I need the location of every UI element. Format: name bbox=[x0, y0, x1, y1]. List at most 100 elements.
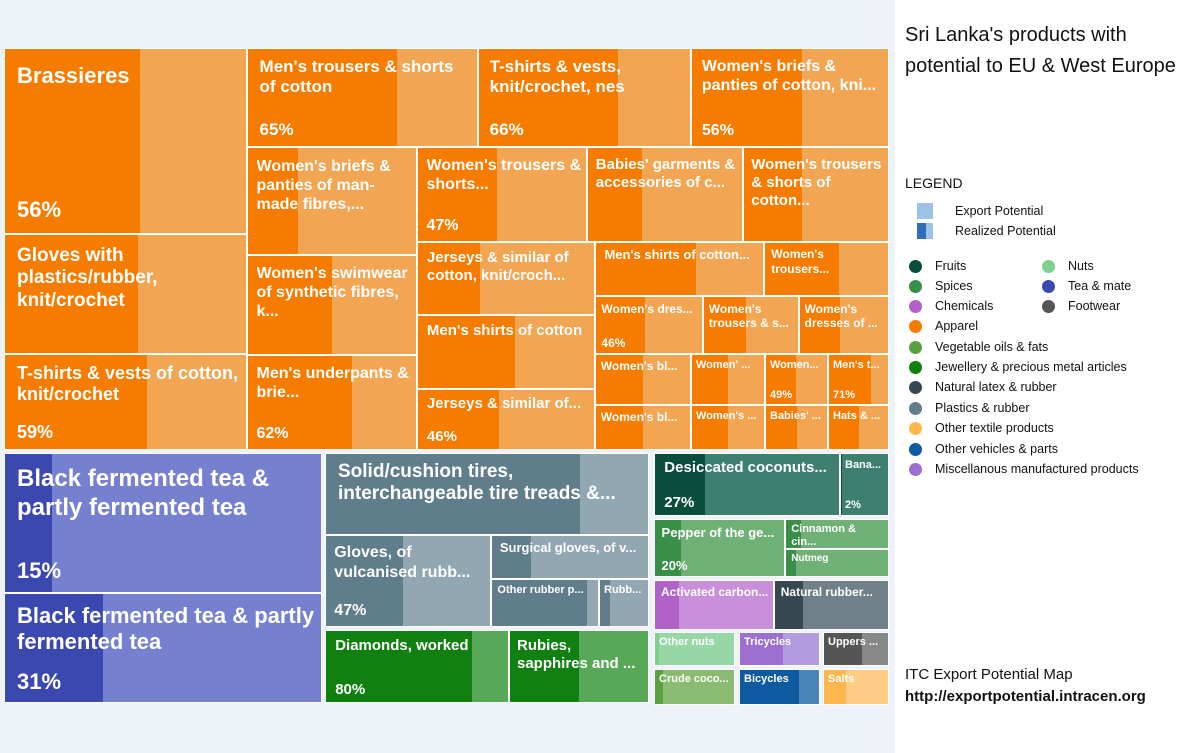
treemap-tile[interactable]: Pepper of the ge... 20% bbox=[654, 519, 785, 577]
source-url[interactable]: http://exportpotential.intracen.org bbox=[905, 688, 1146, 705]
legend-label: Nuts bbox=[1068, 259, 1094, 273]
treemap-tile[interactable]: Gloves, of vulcanised rubb... 47% bbox=[325, 535, 491, 627]
treemap-tile[interactable]: Babies' ... bbox=[765, 405, 828, 450]
tile-label: Uppers ... bbox=[828, 636, 879, 648]
legend-label: Other vehicles & parts bbox=[935, 442, 1058, 456]
treemap-tile[interactable]: Solid/cushion tires, interchangeable tir… bbox=[325, 453, 649, 535]
tile-label: Women's ... bbox=[696, 409, 757, 422]
treemap-tile[interactable]: Other nuts bbox=[654, 632, 735, 666]
realized-bar bbox=[655, 670, 663, 704]
treemap-tile[interactable]: T-shirts & vests, knit/crochet, nes 66% bbox=[478, 48, 691, 147]
tile-label: Women' ... bbox=[696, 359, 751, 372]
realized-bar bbox=[655, 633, 659, 665]
treemap-tile[interactable]: Women's swimwear of synthetic fibres, k.… bbox=[247, 255, 417, 355]
tile-label: Bana... bbox=[845, 459, 882, 472]
legend-dot bbox=[909, 320, 922, 333]
treemap-tile[interactable]: Rubb... bbox=[599, 579, 649, 627]
chart-title: Sri Lanka's products with potential to E… bbox=[905, 24, 1176, 77]
treemap-tile[interactable]: Women's ... bbox=[691, 405, 765, 450]
realized-bar bbox=[704, 297, 747, 353]
legend-dot bbox=[909, 260, 922, 273]
treemap-tile[interactable]: Women' ... bbox=[691, 354, 765, 405]
treemap-tile[interactable]: Jerseys & similar of... 46% bbox=[417, 389, 595, 450]
source-label: ITC Export Potential Map bbox=[905, 666, 1073, 683]
realized-bar bbox=[786, 520, 802, 548]
tile-label: Women's dres... bbox=[601, 301, 693, 316]
treemap-tile[interactable]: Rubies, sapphires and ... bbox=[509, 630, 649, 703]
treemap-tile[interactable]: Natural rubber... bbox=[774, 580, 889, 630]
tile-label: Women's trousers & shorts... bbox=[426, 156, 582, 193]
realized-bar bbox=[510, 631, 579, 702]
treemap: Brassieres 56% Men's trousers & shorts of … bbox=[4, 48, 889, 705]
treemap-tile[interactable]: Jerseys & similar of cotton, knit/croch.… bbox=[417, 242, 595, 315]
tile-label: Rubb... bbox=[604, 583, 642, 596]
tile-label: Natural rubber... bbox=[780, 585, 873, 599]
treemap-tile[interactable]: Men's shirts of cotton... bbox=[595, 242, 764, 296]
realized-bar bbox=[692, 49, 802, 146]
treemap-tile[interactable]: Desiccated coconuts... 27% bbox=[654, 453, 840, 516]
treemap-tile[interactable]: Men's shirts of cotton bbox=[417, 315, 595, 389]
treemap-tile[interactable]: Black fermented tea & partly fermented t… bbox=[4, 593, 322, 703]
treemap-tile[interactable]: Black fermented tea & partly fermented t… bbox=[4, 453, 322, 593]
realized-bar bbox=[829, 406, 859, 449]
treemap-tile[interactable]: Diamonds, worked 80% bbox=[325, 630, 509, 703]
realized-bar bbox=[800, 297, 840, 353]
tile-label: Cinnamon & cin... bbox=[791, 523, 856, 548]
treemap-tile[interactable]: Men's underpants & brie... 62% bbox=[247, 355, 417, 450]
tile-percentage: 65% bbox=[259, 120, 294, 140]
legend-dot bbox=[909, 402, 922, 415]
treemap-tile[interactable]: Women's trousers & s... bbox=[703, 296, 799, 354]
legend-dot bbox=[909, 443, 922, 456]
treemap-tile[interactable]: Women's trousers & shorts... 47% bbox=[417, 147, 587, 242]
treemap-tile[interactable]: Cinnamon & cin... bbox=[785, 519, 889, 549]
treemap-tile[interactable]: Men's trousers & shorts of cotton 65% bbox=[247, 48, 478, 147]
treemap-tile[interactable]: Women's briefs & panties of man-made fib… bbox=[247, 147, 417, 255]
treemap-tile[interactable]: Gloves with plastics/rubber, knit/croche… bbox=[4, 234, 247, 354]
treemap-tile[interactable]: Women's trousers... bbox=[764, 242, 889, 296]
treemap-tile[interactable]: Women's dres... 46% bbox=[595, 296, 703, 354]
tile-percentage: 27% bbox=[664, 494, 695, 512]
tile-percentage: 56% bbox=[17, 197, 62, 222]
realized-bar bbox=[5, 594, 103, 702]
tile-percentage: 56% bbox=[701, 122, 734, 140]
legend-label: Vegetable oils & fats bbox=[935, 340, 1049, 354]
realized-potential-swatch bbox=[917, 223, 933, 239]
realized-bar bbox=[418, 243, 480, 314]
treemap-tile[interactable]: Crude coco... bbox=[654, 669, 735, 705]
treemap-tile[interactable]: Women's dresses of ... bbox=[799, 296, 889, 354]
legend-label: Chemicals bbox=[935, 299, 994, 313]
treemap-tile[interactable]: Other rubber p... bbox=[491, 579, 599, 627]
realized-bar bbox=[824, 633, 863, 665]
treemap-tile[interactable]: Salts bbox=[823, 669, 889, 705]
tile-percentage: 46% bbox=[426, 428, 457, 446]
treemap-tile[interactable]: Nutmeg bbox=[785, 549, 889, 577]
treemap-tile[interactable]: Hats & ... bbox=[828, 405, 889, 450]
treemap-tile[interactable]: T-shirts & vests of cotton, knit/crochet… bbox=[4, 354, 247, 450]
treemap-tile[interactable]: Surgical gloves, of v... bbox=[491, 535, 649, 579]
treemap-tile[interactable]: Men's t... 71% bbox=[828, 354, 889, 405]
treemap-tile[interactable]: Women... 49% bbox=[765, 354, 828, 405]
treemap-tile[interactable]: Bana... 2% bbox=[840, 453, 889, 516]
realized-bar bbox=[492, 580, 588, 626]
treemap-tile[interactable]: Women's bl... bbox=[595, 354, 691, 405]
legend-label: Spices bbox=[935, 279, 973, 293]
treemap-tile[interactable]: Women's bl... bbox=[595, 405, 691, 450]
treemap-tile[interactable]: Women's briefs & panties of cotton, kni.… bbox=[691, 48, 889, 147]
treemap-tile[interactable]: Babies' garments & accessories of c... bbox=[587, 147, 743, 242]
tile-label: T-shirts & vests, knit/crochet, nes bbox=[489, 56, 625, 97]
legend-dot bbox=[909, 361, 922, 374]
treemap-tile[interactable]: Uppers ... bbox=[823, 632, 889, 666]
treemap-tile[interactable]: Bicycles bbox=[739, 669, 820, 705]
treemap-tile[interactable]: Tricycles bbox=[739, 632, 820, 666]
realized-bar bbox=[588, 148, 642, 241]
tile-percentage: 47% bbox=[426, 217, 459, 235]
legend-label: Natural latex & rubber bbox=[935, 380, 1057, 394]
treemap-tile[interactable]: Brassieres 56% bbox=[4, 48, 247, 234]
treemap-tile[interactable]: Activated carbon... bbox=[654, 580, 774, 630]
treemap-tile[interactable]: Women's trousers & shorts of cotton... bbox=[743, 147, 889, 242]
realized-bar bbox=[740, 633, 784, 665]
tile-label: Women's trousers & shorts of cotton... bbox=[751, 155, 882, 209]
legend-label: Fruits bbox=[935, 259, 967, 273]
legend-panel: Sri Lanka's products with potential to E… bbox=[895, 0, 1200, 753]
tile-label: Gloves, of vulcanised rubb... bbox=[334, 544, 471, 581]
